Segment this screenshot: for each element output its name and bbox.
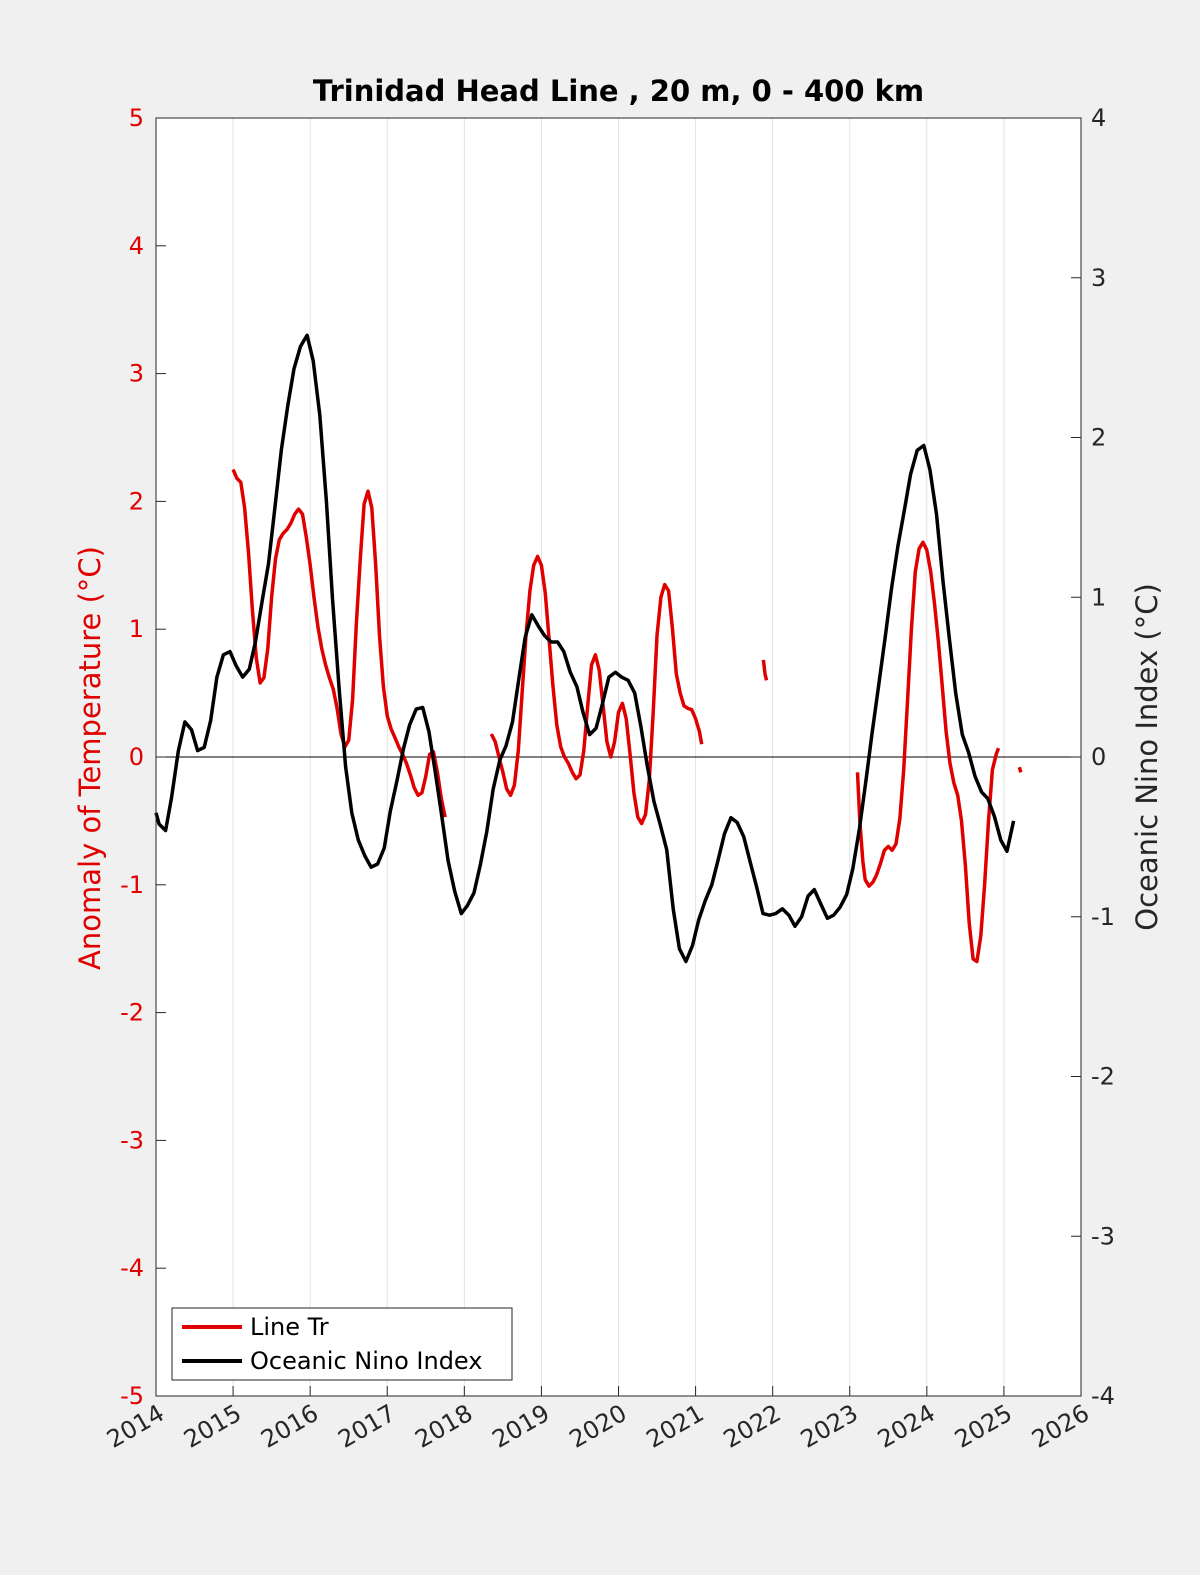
y-right-tick-label: 4: [1091, 104, 1106, 132]
y-right-tick-label: -4: [1091, 1382, 1115, 1410]
y-left-tick-label: -2: [120, 999, 144, 1027]
line-tr-series-segment-2: [761, 659, 769, 681]
y-right-tick-label: -2: [1091, 1063, 1115, 1091]
y-left-tick-label: 2: [129, 487, 144, 515]
y-right-label: Oceanic Nino Index (°C): [1130, 583, 1164, 931]
y-right-tick-label: -1: [1091, 903, 1115, 931]
line-tr-series-segment-4: [1017, 766, 1023, 773]
y-left-tick-label: -3: [120, 1126, 144, 1154]
y-right-ticks: -4 -3 -2 -1 0 1 2 3 4: [1071, 104, 1115, 1410]
y-right-tick-label: 2: [1091, 424, 1106, 452]
y-right-tick-label: 0: [1091, 743, 1106, 771]
line-tr-series-segment-0: [231, 468, 447, 818]
y-left-tick-label: 3: [129, 360, 144, 388]
y-left-tick-label: 5: [129, 104, 144, 132]
line-tr-series-segment-3: [855, 540, 1001, 964]
y-right-tick-label: -3: [1091, 1222, 1115, 1250]
oni-series-segment-0: [154, 333, 1016, 964]
chart-title: Trinidad Head Line , 20 m, 0 - 400 km: [313, 74, 924, 108]
legend-box: [171, 1307, 513, 1381]
y-left-tick-label: -1: [120, 871, 144, 899]
legend-label-oni: Oceanic Nino Index: [250, 1347, 482, 1375]
y-left-ticks: -5 -4 -3 -2 -1 0 1 2 3 4 5: [120, 104, 166, 1410]
y-right-tick-label: 1: [1091, 583, 1106, 611]
y-left-tick-label: -4: [120, 1254, 144, 1282]
legend: Line Tr Oceanic Nino Index: [171, 1307, 513, 1381]
y-right-tick-label: 3: [1091, 264, 1106, 292]
y-left-tick-label: 4: [129, 232, 144, 260]
y-left-tick-label: -5: [120, 1382, 144, 1410]
series-lines: [154, 333, 1023, 964]
y-left-tick-label: 1: [129, 615, 144, 643]
legend-label-line-tr: Line Tr: [250, 1313, 329, 1341]
y-left-label: Anomaly of Temperature (°C): [73, 546, 107, 970]
y-left-tick-label: 0: [129, 743, 144, 771]
